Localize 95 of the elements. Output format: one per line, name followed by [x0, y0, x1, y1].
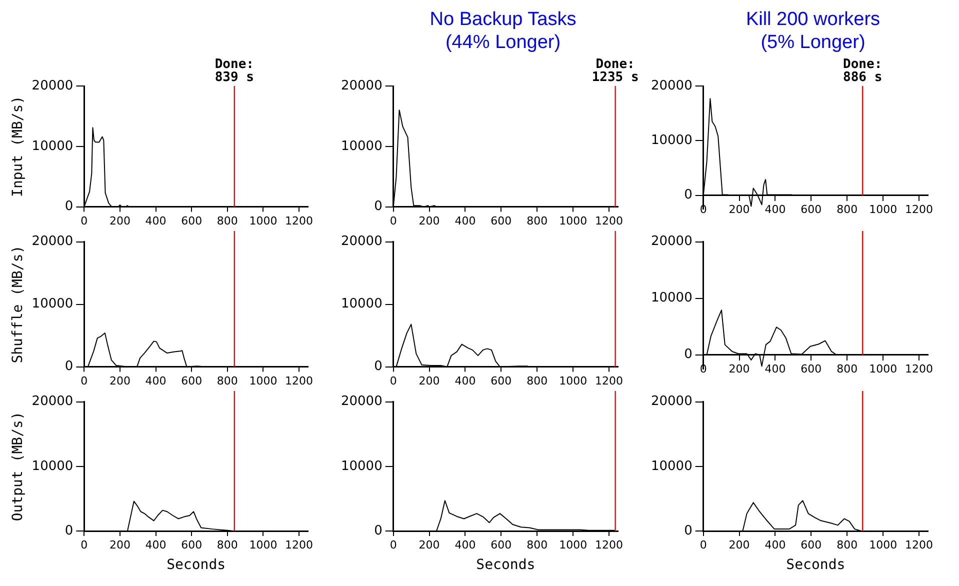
x-tick-label: 400: [145, 538, 166, 552]
text: Done: 1235 s: [592, 56, 639, 85]
x-tick-label: 200: [728, 202, 750, 216]
x-tick-label: 0: [390, 538, 397, 552]
x-tick-label: 1000: [559, 214, 588, 228]
y-tick-label: 20000: [32, 234, 74, 250]
y-axis-title: Shuffle (MB/s): [10, 245, 26, 364]
x-tick-label: 800: [526, 374, 548, 388]
x-tick-label: 200: [109, 214, 130, 228]
x-tick-label: 600: [800, 538, 822, 552]
x-tick-label: 1200: [905, 362, 934, 376]
x-tick-label: 600: [800, 202, 822, 216]
y-tick-label: 20000: [32, 78, 74, 94]
x-tick-label: 1000: [869, 362, 898, 376]
x-tick-label: 1000: [249, 374, 278, 388]
y-tick-label: 10000: [340, 138, 382, 154]
chart-title: No Backup Tasks (44% Longer): [428, 8, 578, 55]
y-tick-label: 20000: [340, 78, 382, 94]
x-axis-title: Seconds: [786, 557, 846, 574]
x-tick-label: 1200: [285, 214, 314, 228]
y-axis-title: Output (MB/s): [10, 412, 26, 522]
y-tick-label: 20000: [340, 234, 382, 250]
x-tick-label: 200: [418, 374, 440, 388]
y-tick-label: 10000: [340, 458, 382, 474]
x-tick-label: 800: [216, 214, 238, 228]
x-tick-label: 800: [526, 538, 548, 552]
y-tick-label: 20000: [650, 78, 692, 94]
x-tick-label: 1000: [249, 214, 278, 228]
x-axis-title: Seconds: [166, 557, 226, 574]
x-tick-label: 800: [216, 374, 238, 388]
x-tick-label: 1200: [595, 214, 624, 228]
y-tick-label: 10000: [32, 458, 74, 474]
x-tick-label: 400: [454, 538, 476, 552]
y-tick-label: 0: [374, 523, 382, 538]
x-tick-label: 600: [490, 374, 512, 388]
y-tick-label: 10000: [650, 458, 692, 474]
x-tick-label: 200: [418, 214, 440, 228]
y-axis-title: Input (MB/s): [10, 96, 26, 197]
x-tick-label: 800: [836, 202, 858, 216]
x-tick-label: 200: [109, 538, 130, 552]
x-tick-label: 800: [836, 362, 858, 376]
x-tick-label: 0: [80, 538, 88, 552]
x-tick-label: 0: [700, 538, 707, 552]
text: Done: 886 s: [843, 56, 882, 85]
x-tick-label: 400: [764, 538, 786, 552]
x-tick-label: 800: [526, 214, 548, 228]
x-tick-label: 400: [454, 374, 476, 388]
x-tick-label: 200: [728, 538, 750, 552]
y-tick-label: 10000: [340, 296, 382, 312]
x-tick-label: 0: [390, 374, 397, 388]
x-tick-label: 200: [728, 362, 750, 376]
y-tick-label: 10000: [650, 133, 692, 148]
x-tick-label: 1200: [285, 538, 314, 552]
x-tick-label: 600: [490, 214, 512, 228]
x-tick-label: 400: [145, 214, 166, 228]
x-tick-label: 600: [490, 538, 512, 552]
y-tick-label: 20000: [650, 394, 692, 410]
x-tick-label: 1000: [559, 374, 588, 388]
x-tick-label: 600: [181, 214, 202, 228]
x-tick-label: 0: [80, 214, 88, 228]
x-tick-label: 1000: [869, 538, 898, 552]
x-tick-label: 800: [836, 538, 858, 552]
x-tick-label: 1000: [249, 538, 278, 552]
y-tick-label: 20000: [32, 394, 74, 410]
x-tick-label: 0: [390, 214, 397, 228]
x-tick-label: 200: [418, 538, 440, 552]
text: Done: 839 s: [214, 56, 254, 85]
x-tick-label: 800: [216, 538, 238, 552]
x-tick-label: 1200: [595, 374, 624, 388]
y-tick-label: 10000: [32, 138, 74, 154]
x-tick-label: 600: [800, 362, 822, 376]
x-tick-label: 1200: [905, 202, 934, 216]
y-tick-label: 0: [64, 523, 74, 538]
y-tick-label: 0: [684, 347, 692, 362]
x-tick-label: 200: [109, 374, 130, 388]
y-tick-label: 10000: [32, 296, 74, 312]
x-tick-label: 400: [454, 214, 476, 228]
x-tick-label: 1000: [559, 538, 588, 552]
x-tick-label: 400: [764, 362, 786, 376]
y-tick-label: 20000: [340, 394, 382, 410]
y-tick-label: 0: [684, 523, 692, 538]
x-tick-label: 600: [181, 374, 202, 388]
x-tick-label: 400: [145, 374, 166, 388]
x-tick-label: 1200: [285, 374, 314, 388]
x-tick-label: 0: [80, 374, 88, 388]
x-tick-label: 400: [764, 202, 786, 216]
y-tick-label: 10000: [650, 290, 692, 306]
y-tick-label: 20000: [650, 234, 692, 250]
x-tick-label: 1200: [595, 538, 624, 552]
x-axis-title: Seconds: [476, 557, 536, 574]
x-tick-label: 1000: [869, 202, 898, 216]
x-tick-label: 1200: [905, 538, 934, 552]
chart-title: Kill 200 workers (5% Longer): [744, 8, 882, 55]
x-tick-label: 600: [181, 538, 202, 552]
y-tick-label: 0: [684, 188, 692, 203]
